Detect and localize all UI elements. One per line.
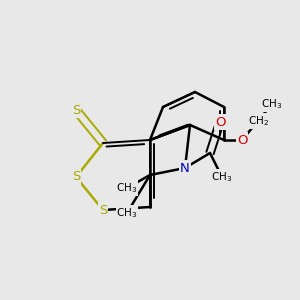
Text: CH$_3$: CH$_3$ (116, 181, 138, 195)
Text: CH$_2$: CH$_2$ (248, 114, 268, 128)
Text: S: S (72, 103, 80, 116)
Text: CH$_3$: CH$_3$ (116, 206, 138, 220)
Text: CH$_3$: CH$_3$ (261, 97, 283, 111)
Text: N: N (180, 161, 190, 175)
Text: O: O (215, 116, 225, 128)
Text: S: S (72, 170, 80, 184)
Text: CH$_3$: CH$_3$ (212, 170, 233, 184)
Text: O: O (237, 134, 247, 146)
Text: S: S (99, 203, 107, 217)
